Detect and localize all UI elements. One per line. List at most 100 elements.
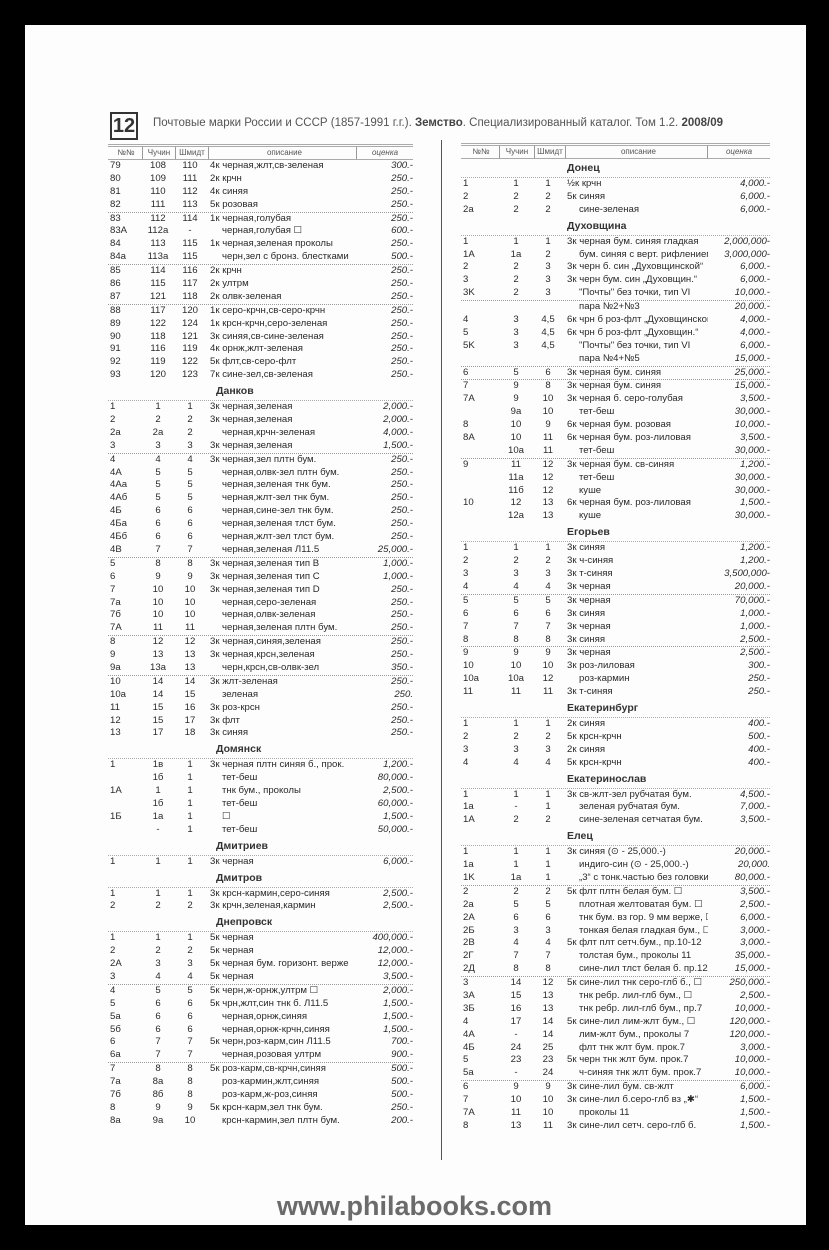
price: 500.- (391, 1076, 413, 1088)
description: 3к черная бум. синяя (567, 380, 662, 392)
title-year: 2008/09 (681, 117, 724, 129)
price: 1,200.- (740, 458, 770, 470)
table-row: 7 10 10 3к черная,зеленая тип D 250.- (108, 584, 413, 597)
description: 3к св-жлт-зел рубчатая бум. (567, 788, 692, 800)
description: 3к синяя,св-сине-зеленая (210, 330, 324, 342)
catalog-number: 1a (463, 859, 474, 871)
chuchin-number: 7 (155, 1049, 161, 1061)
chuchin-number: 1 (513, 788, 519, 800)
catalog-number: 2 (463, 190, 469, 202)
table-row: 10a 11 тет-беш 30,000.- (461, 445, 770, 458)
table-row: 1 1 1 3к крсн-кармин,серо-синяя 2,500.- (108, 888, 413, 901)
chuchin-number: 2 (513, 203, 519, 215)
catalog-number: 1 (110, 887, 116, 899)
catalog-number: 7 (110, 1063, 116, 1075)
schmidt-number: 3 (545, 743, 551, 755)
price: 1,000.- (383, 557, 413, 569)
chuchin-number: 1a (510, 248, 522, 260)
schmidt-number: 1 (545, 235, 551, 247)
description: 3к черная,зеленая (210, 439, 293, 451)
description: тет-беш (222, 772, 258, 784)
price: 20,000.- (734, 846, 770, 858)
chuchin-number: 8 (513, 633, 519, 645)
catalog-number: 82 (110, 198, 121, 210)
catalog-number: 1 (463, 717, 469, 729)
table-row: 4A 5 5 черная,олвк-зел плтн бум. 250.- (108, 467, 413, 480)
section-title: Данков (216, 385, 254, 398)
table-row: 7A 11 10 проколы 11 1,500.- (461, 1107, 770, 1120)
table-row: 3 3 3 3к т-синяя 3,500,000- (461, 568, 770, 581)
schmidt-number: 10 (542, 1094, 554, 1106)
description: черная,олвк-зеленая (222, 609, 316, 621)
column-header-catalog-number: №№ (461, 146, 500, 158)
chuchin-number: 9 (513, 647, 519, 659)
catalog-number: 13 (110, 727, 121, 739)
schmidt-number: 18 (184, 727, 196, 739)
table-row: 1A 1 1 тнк бум., проколы 2,500.- (108, 785, 413, 798)
schmidt-number: 11 (185, 622, 195, 634)
table-row: 10a 14 15 зеленая 250. (108, 689, 413, 702)
table-row: 3 2 3 3к черн бум. син „Духовщин.“ 6,000.- (461, 274, 770, 287)
schmidt-number: 8 (187, 557, 193, 569)
catalog-number: 4 (110, 984, 116, 996)
price: 250.- (391, 518, 413, 530)
chuchin-number: 3 (513, 314, 519, 326)
column-header-price: оценка (371, 148, 399, 157)
catalog-number: 10 (110, 675, 121, 687)
description: 3к роз-крсн (210, 701, 260, 713)
table-row: 5 3 4,5 6к чрн б роз-флт „Духовщин.“ 4,000.- (461, 327, 770, 340)
chuchin-number: 109 (149, 172, 166, 184)
schmidt-number: 7 (187, 1049, 193, 1061)
schmidt-number: 1 (187, 797, 193, 809)
section-header: Дмитриев (108, 837, 413, 856)
price: 2,500.- (383, 785, 413, 797)
schmidt-number: 3 (545, 261, 551, 273)
schmidt-number: 4,5 (541, 314, 555, 326)
description: 3к черная,синяя,зеленая (210, 636, 321, 648)
catalog-number: 1A (110, 785, 122, 797)
schmidt-number (533, 353, 563, 366)
description: 3к флт (210, 714, 240, 726)
schmidt-number: 8 (545, 380, 551, 392)
chuchin-number: 7 (513, 950, 519, 962)
table-row: 79 108 110 4к черная,жлт,св-зеленая 300.- (108, 160, 413, 173)
schmidt-number: 5 (187, 984, 193, 996)
description: 6к чрн б роз-флт „Духовщинской“ (567, 314, 708, 326)
chuchin-number: 5 (513, 594, 519, 606)
schmidt-number: 11 (543, 432, 553, 444)
description: черная,сине-зел тнк бум. (222, 505, 334, 517)
chuchin-number: 7 (513, 620, 519, 632)
table-row: 2Г 7 7 толстая бум., проколы 11 35,000.- (461, 950, 770, 963)
price: 250.- (391, 636, 413, 648)
chuchin-number: - (156, 823, 160, 835)
table-row: пара №4+№5 15,000.- (461, 353, 770, 366)
catalog-number: 5 (110, 997, 116, 1009)
table-row: 1a 1 1 индиго-син (⊙ - 25,000.-) 20,000. (461, 859, 770, 872)
price: 2,500.- (740, 989, 770, 1001)
schmidt-number: 1 (187, 401, 193, 413)
price: 4,000.- (740, 314, 770, 326)
chuchin-number: 8a (152, 1076, 164, 1088)
schmidt-number: 110 (182, 160, 198, 171)
chuchin-number: 2 (513, 730, 519, 742)
price: 30,000.- (734, 471, 770, 483)
section-header: Духовщина (461, 217, 770, 236)
description: 3к синяя (567, 633, 606, 645)
schmidt-number: 113 (182, 198, 198, 210)
description: сине-зеленая (579, 203, 640, 215)
catalog-number: 92 (110, 356, 121, 368)
catalog-number: 93 (110, 369, 121, 381)
table-row: 1K 1a 1 „3“ с тонк.частью без головки 80,000… (461, 872, 770, 885)
schmidt-number: 7 (187, 543, 193, 555)
chuchin-number: 15 (152, 714, 164, 726)
chuchin-number: 4 (155, 970, 161, 982)
description: 1к серо-крчн,св-серо-крчн (210, 304, 326, 316)
table-row: 7б 8б 8 роз-карм,ж-роз,синяя 500.- (108, 1089, 413, 1102)
table-header: №№ Чучин Шмидт описание оценка (461, 143, 770, 159)
description: куше (579, 510, 602, 522)
table-row: 9 13 13 3к черная,крсн,зеленая 250.- (108, 649, 413, 662)
description: тет-беш (222, 797, 258, 809)
catalog-page (25, 25, 806, 1225)
catalog-number: 4Б (110, 505, 122, 517)
price: 250.- (391, 466, 413, 478)
